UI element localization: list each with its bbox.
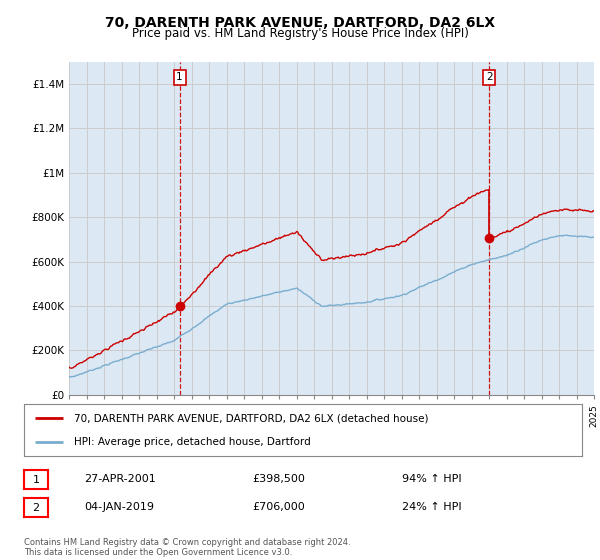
Text: Price paid vs. HM Land Registry's House Price Index (HPI): Price paid vs. HM Land Registry's House … <box>131 27 469 40</box>
Text: 94% ↑ HPI: 94% ↑ HPI <box>402 474 461 484</box>
Text: 70, DARENTH PARK AVENUE, DARTFORD, DA2 6LX (detached house): 70, DARENTH PARK AVENUE, DARTFORD, DA2 6… <box>74 413 429 423</box>
Text: Contains HM Land Registry data © Crown copyright and database right 2024.
This d: Contains HM Land Registry data © Crown c… <box>24 538 350 557</box>
Text: 1: 1 <box>32 475 40 484</box>
Text: 70, DARENTH PARK AVENUE, DARTFORD, DA2 6LX: 70, DARENTH PARK AVENUE, DARTFORD, DA2 6… <box>105 16 495 30</box>
Text: 04-JAN-2019: 04-JAN-2019 <box>84 502 154 512</box>
Text: 2: 2 <box>486 72 493 82</box>
Text: HPI: Average price, detached house, Dartford: HPI: Average price, detached house, Dart… <box>74 437 311 447</box>
Text: 27-APR-2001: 27-APR-2001 <box>84 474 156 484</box>
Text: 2: 2 <box>32 503 40 512</box>
Text: 1: 1 <box>176 72 183 82</box>
Text: 24% ↑ HPI: 24% ↑ HPI <box>402 502 461 512</box>
Text: £398,500: £398,500 <box>252 474 305 484</box>
Text: £706,000: £706,000 <box>252 502 305 512</box>
